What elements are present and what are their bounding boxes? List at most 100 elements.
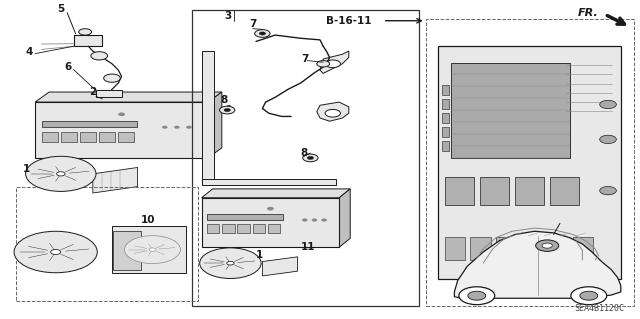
Text: 6: 6 — [64, 62, 71, 72]
Bar — [222, 225, 235, 234]
Circle shape — [303, 154, 318, 162]
Text: 1: 1 — [22, 164, 29, 174]
Circle shape — [14, 231, 97, 273]
Bar — [442, 99, 449, 109]
Bar — [480, 177, 509, 204]
Bar — [426, 19, 634, 306]
Circle shape — [325, 60, 340, 68]
Bar — [118, 132, 134, 142]
Bar — [42, 132, 58, 142]
Bar — [550, 177, 579, 204]
Circle shape — [186, 126, 191, 129]
Polygon shape — [454, 231, 621, 298]
Text: 2: 2 — [90, 87, 97, 97]
Text: 5: 5 — [58, 4, 65, 14]
Bar — [202, 179, 336, 185]
Polygon shape — [202, 189, 350, 198]
Polygon shape — [320, 51, 349, 73]
Circle shape — [600, 187, 616, 195]
Circle shape — [174, 126, 179, 129]
Circle shape — [91, 52, 108, 60]
Circle shape — [220, 106, 235, 114]
Text: 10: 10 — [141, 215, 156, 225]
Polygon shape — [262, 257, 298, 276]
Bar — [253, 225, 265, 234]
Bar — [451, 63, 570, 158]
Text: B-16-11: B-16-11 — [326, 16, 372, 26]
Circle shape — [468, 291, 486, 300]
Text: 7: 7 — [301, 54, 308, 64]
Circle shape — [302, 219, 307, 221]
Bar — [268, 225, 280, 234]
Bar — [522, 237, 542, 261]
Text: 4: 4 — [26, 48, 33, 57]
Bar — [445, 237, 465, 261]
Bar — [42, 121, 137, 127]
Circle shape — [317, 61, 330, 67]
Text: 11: 11 — [301, 242, 316, 252]
Bar — [470, 237, 491, 261]
Text: 1: 1 — [256, 250, 263, 260]
Circle shape — [536, 240, 559, 251]
Circle shape — [255, 30, 270, 37]
Circle shape — [51, 249, 61, 255]
Circle shape — [227, 261, 234, 265]
Circle shape — [118, 113, 125, 116]
Circle shape — [56, 172, 65, 176]
Bar — [202, 198, 339, 247]
Bar — [99, 132, 115, 142]
Bar — [442, 141, 449, 151]
Bar — [445, 177, 474, 204]
Bar — [96, 90, 122, 97]
Bar — [35, 102, 208, 158]
Text: 3: 3 — [224, 11, 231, 21]
Bar — [192, 10, 419, 306]
Circle shape — [224, 108, 230, 112]
Bar — [113, 231, 141, 271]
Polygon shape — [35, 92, 222, 102]
Circle shape — [312, 219, 317, 221]
Text: 8: 8 — [301, 148, 308, 158]
Circle shape — [571, 287, 607, 305]
Polygon shape — [339, 189, 350, 247]
Bar — [207, 225, 220, 234]
Circle shape — [600, 135, 616, 144]
Bar — [496, 237, 516, 261]
Circle shape — [268, 207, 274, 210]
Text: 8: 8 — [221, 95, 228, 105]
Bar — [61, 132, 77, 142]
Bar — [237, 225, 250, 234]
Circle shape — [321, 219, 326, 221]
Circle shape — [163, 126, 168, 129]
Polygon shape — [208, 92, 222, 158]
Bar — [202, 51, 214, 185]
Circle shape — [79, 29, 92, 35]
Text: SEA4B1120C: SEA4B1120C — [574, 304, 624, 313]
Bar — [442, 85, 449, 95]
Bar — [573, 237, 593, 261]
Bar — [112, 226, 186, 273]
Text: FR.: FR. — [578, 8, 598, 18]
Circle shape — [600, 100, 616, 108]
Circle shape — [149, 248, 156, 251]
Circle shape — [307, 156, 314, 160]
Polygon shape — [317, 102, 349, 121]
Polygon shape — [93, 167, 138, 193]
Bar — [16, 187, 198, 301]
Bar — [80, 132, 96, 142]
Circle shape — [104, 74, 120, 82]
Bar — [74, 35, 102, 46]
Circle shape — [459, 287, 495, 305]
Circle shape — [542, 243, 552, 248]
Bar — [442, 113, 449, 123]
Bar — [547, 237, 568, 261]
Bar — [207, 214, 283, 220]
Bar — [515, 177, 544, 204]
Bar — [438, 46, 621, 279]
Circle shape — [26, 156, 96, 191]
Text: 7: 7 — [250, 19, 257, 29]
Circle shape — [200, 248, 261, 278]
Circle shape — [125, 236, 180, 263]
Circle shape — [325, 109, 340, 117]
Circle shape — [580, 291, 598, 300]
